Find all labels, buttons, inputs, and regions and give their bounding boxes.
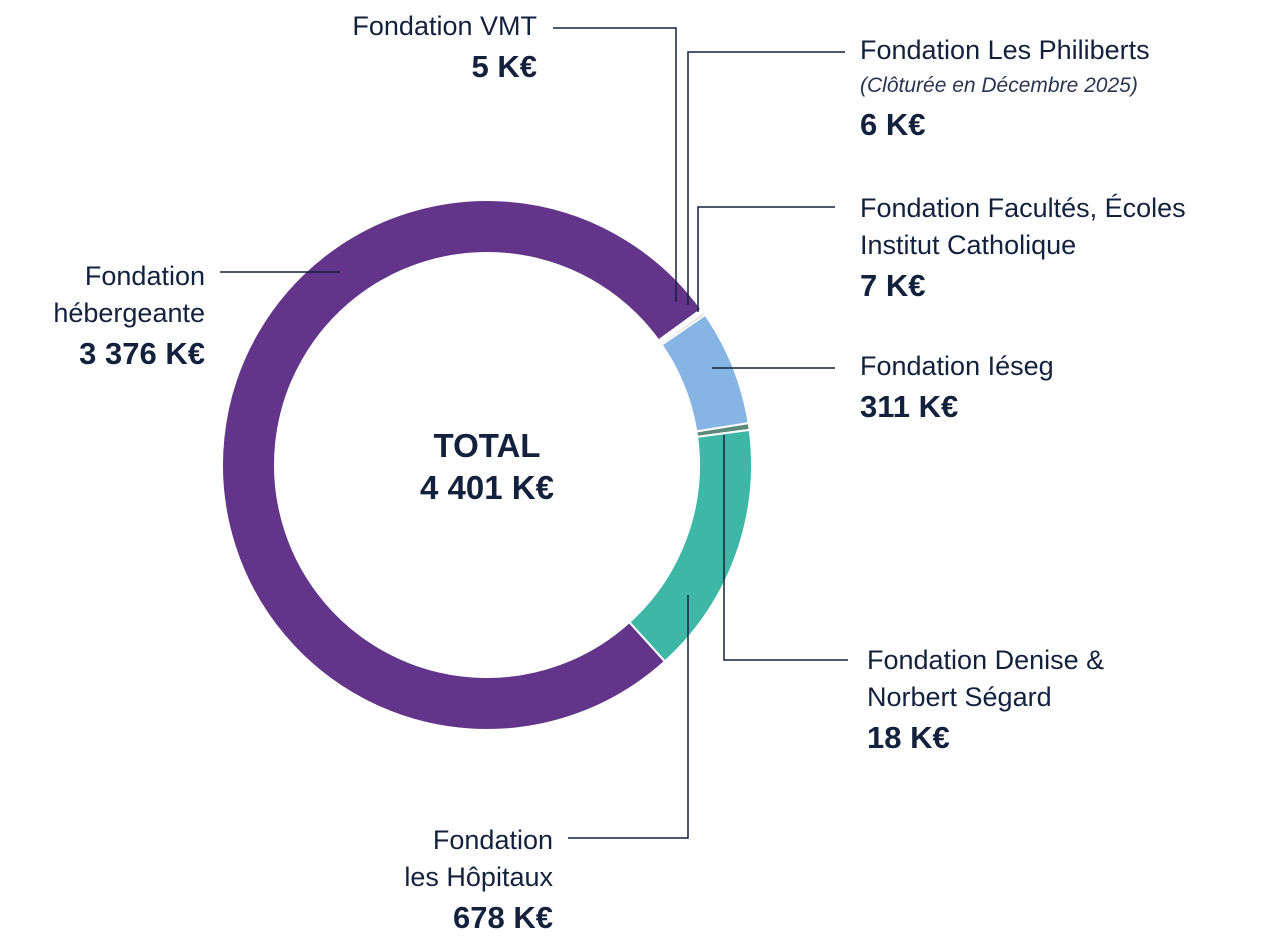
center-title: TOTAL bbox=[433, 427, 541, 464]
slice-label: Fondation Denise & Norbert Ségard 18 K€ bbox=[867, 642, 1117, 760]
category-name: Fondation Denise & Norbert Ségard bbox=[867, 645, 1105, 712]
slice-label: Fondation les Hôpitaux 678 K€ bbox=[395, 822, 553, 940]
category-name: Fondation les Hôpitaux bbox=[404, 825, 553, 892]
donut-segment bbox=[627, 428, 753, 663]
value-label: 3 376 K€ bbox=[79, 336, 205, 371]
category-name: Fondation Facultés, Écoles Institut Cath… bbox=[860, 193, 1186, 260]
leader-line bbox=[568, 595, 689, 839]
leader-line bbox=[697, 206, 835, 312]
category-name: Fondation hébergeante bbox=[53, 261, 205, 328]
value-label: 6 K€ bbox=[860, 107, 926, 142]
slice-label: Fondation hébergeante 3 376 K€ bbox=[5, 258, 205, 376]
slice-label: Fondation VMT 5 K€ bbox=[237, 8, 537, 89]
annotation: (Clôturée en Décembre 2025) bbox=[860, 74, 1138, 97]
center-total: 4 401 K€ bbox=[420, 469, 554, 506]
slice-label: Fondation Les Philiberts (Clôturée en Déc… bbox=[860, 32, 1260, 147]
leader-line bbox=[723, 435, 848, 661]
slice-label: Fondation Iéseg 311 K€ bbox=[860, 348, 1240, 429]
category-name: Fondation Iéseg bbox=[860, 351, 1054, 381]
value-label: 311 K€ bbox=[860, 389, 959, 424]
value-label: 18 K€ bbox=[867, 720, 950, 755]
slice-label: Fondation Facultés, Écoles Institut Cath… bbox=[860, 190, 1245, 308]
category-name: Fondation VMT bbox=[352, 11, 537, 41]
category-name: Fondation Les Philiberts bbox=[860, 35, 1150, 65]
leader-line bbox=[687, 51, 845, 305]
leader-line bbox=[553, 27, 677, 302]
value-label: 7 K€ bbox=[860, 268, 926, 303]
value-label: 678 K€ bbox=[453, 900, 553, 935]
value-label: 5 K€ bbox=[471, 49, 537, 84]
